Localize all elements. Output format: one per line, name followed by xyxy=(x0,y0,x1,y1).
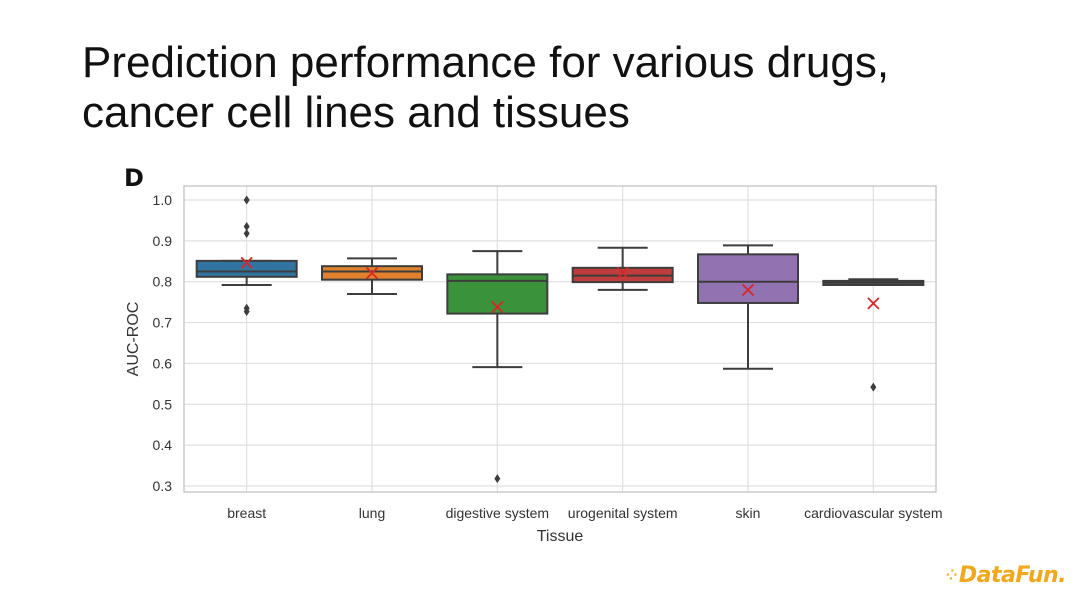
x-tick-label: breast xyxy=(227,505,266,521)
datafun-logo: ⁘DataFun. xyxy=(945,563,1067,588)
iqr-box xyxy=(697,253,799,304)
slide-title-line-2: cancer cell lines and tissues xyxy=(82,88,630,137)
slide-title-line-1: Prediction performance for various drugs… xyxy=(82,38,890,87)
x-tick-label: skin xyxy=(736,505,761,521)
outlier-point xyxy=(243,222,250,232)
outlier-point xyxy=(494,474,501,484)
y-tick-label: 0.9 xyxy=(153,233,173,249)
box-group-lung xyxy=(321,257,423,295)
y-tick-label: 0.6 xyxy=(153,355,173,371)
x-tick-label: cardiovascular system xyxy=(804,505,943,521)
mean-marker xyxy=(240,256,253,270)
y-tick-label: 0.7 xyxy=(153,315,173,331)
mean-marker xyxy=(491,300,504,314)
chart-grid xyxy=(184,186,936,492)
box-group-breast xyxy=(195,195,298,317)
box-group-cardiovascular-system xyxy=(822,278,925,392)
y-tick-label: 0.3 xyxy=(153,478,173,494)
x-axis-ticks: breast lung digestive system urogenital sys… xyxy=(227,505,942,521)
mean-marker xyxy=(365,266,379,280)
mean-marker xyxy=(741,283,755,297)
plot-area xyxy=(183,185,937,493)
y-tick-label: 0.8 xyxy=(153,274,173,290)
y-tick-label: 0.5 xyxy=(153,396,173,412)
box-group-urogenital-system xyxy=(571,246,674,291)
outlier-point xyxy=(243,307,250,317)
x-tick-label: digestive system xyxy=(446,505,549,521)
mean-marker xyxy=(616,266,629,279)
boxes xyxy=(195,195,925,484)
x-tick-label: urogenital system xyxy=(568,505,678,521)
box-group-skin xyxy=(697,244,799,370)
y-axis-ticks: 1.0 0.9 0.8 0.7 0.6 0.5 0.4 0.3 xyxy=(153,192,173,494)
x-axis-label: Tissue xyxy=(537,528,584,545)
y-axis-label: AUC-ROC xyxy=(125,302,142,377)
iqr-box xyxy=(195,259,298,278)
box-group-digestive-system xyxy=(446,250,549,484)
x-tick-label: lung xyxy=(359,505,385,521)
mean-marker xyxy=(867,297,880,310)
panel-label: D xyxy=(124,164,144,192)
logo-text: DataFun. xyxy=(958,563,1067,588)
outlier-point xyxy=(870,382,877,392)
outlier-point xyxy=(243,229,250,239)
slide-title: Prediction performance for various drugs… xyxy=(82,38,1042,138)
y-tick-label: 1.0 xyxy=(153,192,173,208)
outlier-point xyxy=(243,195,250,205)
y-tick-label: 0.4 xyxy=(153,437,173,453)
logo-dots-icon: ⁘ xyxy=(945,568,958,584)
